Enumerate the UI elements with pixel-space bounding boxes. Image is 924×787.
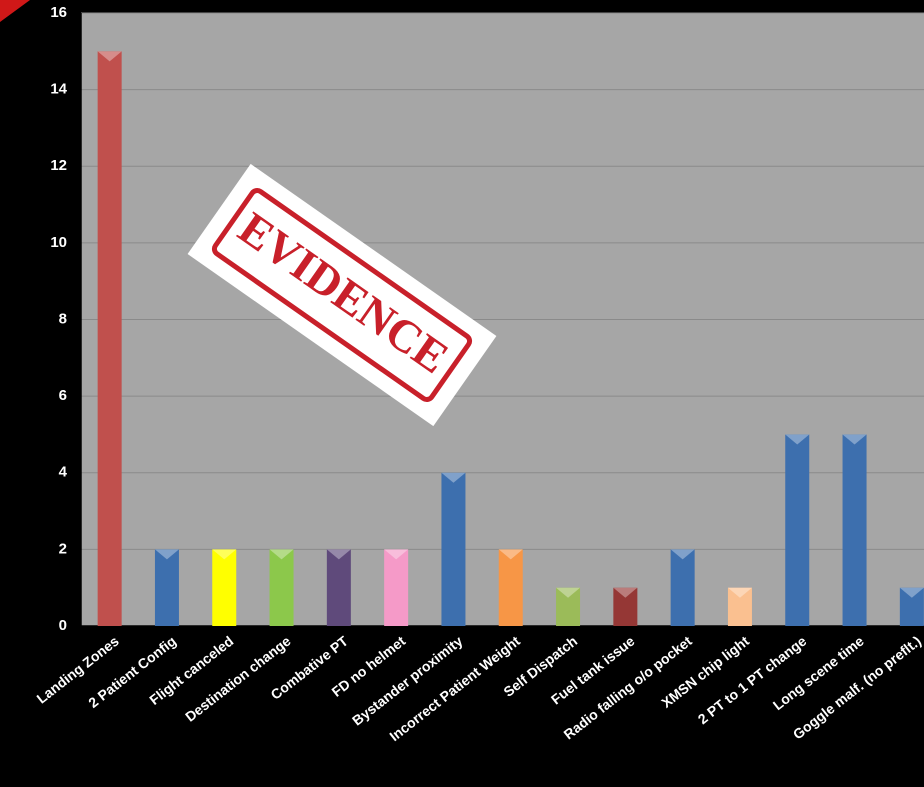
- bar: [670, 549, 695, 626]
- bar: [269, 549, 294, 626]
- y-tick-label: 14: [50, 81, 67, 98]
- y-tick-label: 10: [50, 234, 67, 251]
- bar-cap: [613, 587, 638, 598]
- y-tick-label: 16: [50, 4, 67, 21]
- bar: [441, 472, 466, 626]
- corner-accent: [0, 0, 30, 22]
- bar: [785, 434, 810, 626]
- bar: [727, 587, 752, 626]
- bar-cap: [899, 587, 924, 598]
- stamp-border: [211, 188, 473, 402]
- bar: [498, 549, 523, 626]
- bar: [97, 51, 122, 626]
- bar-cap: [97, 51, 122, 62]
- bar: [613, 587, 638, 626]
- bar-cap: [556, 587, 581, 598]
- bar: [212, 549, 237, 626]
- bar-cap: [670, 549, 695, 560]
- bar-cap: [269, 549, 294, 560]
- bar-cap: [154, 549, 179, 560]
- y-tick-label: 12: [50, 157, 67, 174]
- y-tick-label: 0: [59, 617, 67, 634]
- bar-cap: [212, 549, 237, 560]
- bar-cap: [384, 549, 409, 560]
- bar: [326, 549, 351, 626]
- bar-cap: [842, 434, 867, 445]
- y-tick-label: 8: [59, 310, 67, 327]
- bar: [556, 587, 581, 626]
- bar: [154, 549, 179, 626]
- bar-cap: [727, 587, 752, 598]
- bar-cap: [441, 472, 466, 483]
- y-tick-label: 2: [59, 540, 67, 557]
- stamp-paper: [187, 163, 497, 427]
- bar: [384, 549, 409, 626]
- y-tick-label: 4: [59, 464, 68, 481]
- bar: [842, 434, 867, 626]
- bar-cap: [785, 434, 810, 445]
- bar-cap: [326, 549, 351, 560]
- bar-cap: [498, 549, 523, 560]
- bar: [899, 587, 924, 626]
- y-tick-label: 6: [59, 387, 67, 404]
